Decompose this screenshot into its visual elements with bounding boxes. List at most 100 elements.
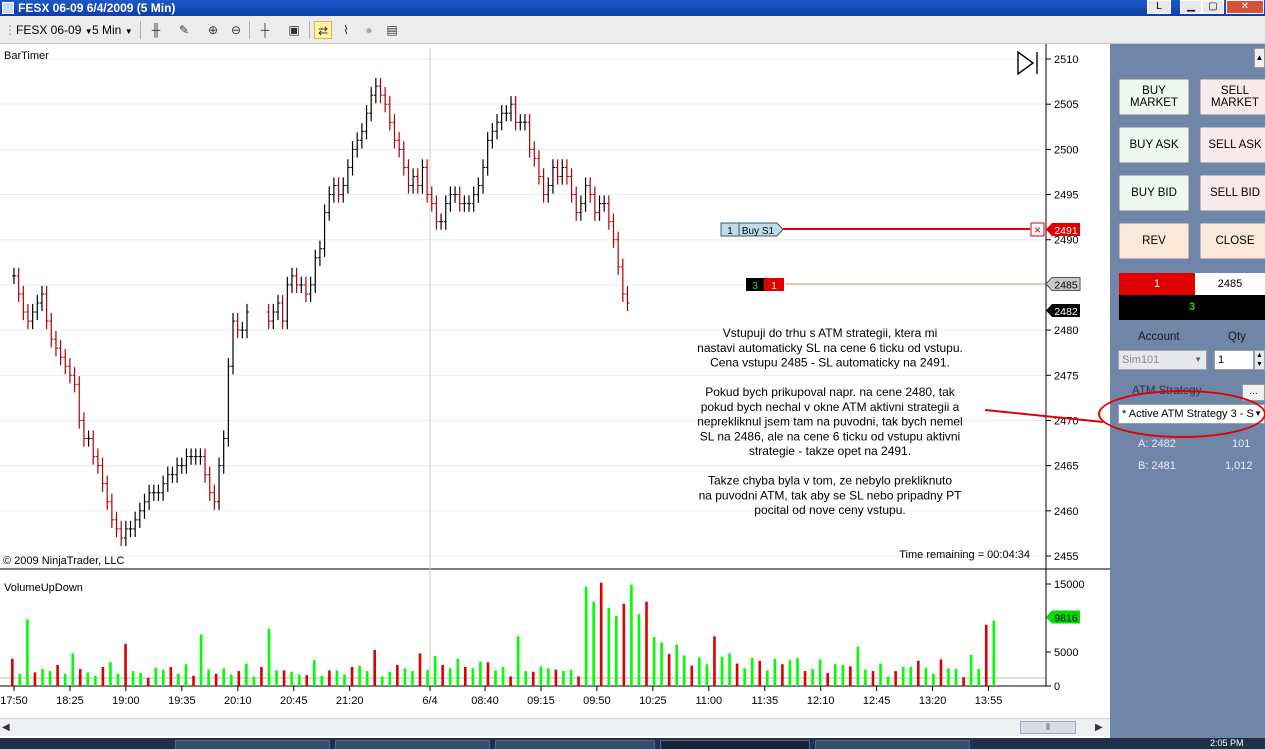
volume-bar [509,676,512,686]
sell-market-button[interactable]: SELL MARKET [1200,79,1265,115]
buy-bid-button[interactable]: BUY BID [1119,175,1189,211]
volume-bar [969,654,973,686]
taskbar-item[interactable] [495,740,655,749]
taskbar-item-active[interactable] [660,740,810,749]
account-select[interactable]: Sim101 ▼ [1118,350,1207,370]
instrument-selector[interactable]: FESX 06-09 ▼ [16,20,93,40]
volume-bar [71,653,74,686]
zoom-out-icon[interactable]: ⊖ [230,23,242,37]
draw-tool-icon[interactable]: ✎ [178,23,190,37]
horizontal-scrollbar[interactable]: ◀ ⦀ ▶ [0,718,1110,736]
data-box-icon[interactable]: ▤ [386,23,398,37]
scroll-left-icon[interactable]: ◀ [2,722,10,733]
scroll-thumb[interactable]: ⦀ [1020,721,1076,734]
price-bar [518,114,523,131]
taskbar-item[interactable] [815,740,970,749]
skip-to-end-icon[interactable] [1017,50,1038,76]
indicators-icon[interactable]: ⌇ [343,23,349,37]
price-bar [109,493,114,528]
time-tick-label: 20:45 [280,695,308,707]
price-bar [331,177,336,203]
toolbar-grip: ⋮ [4,23,16,37]
price-bar [313,249,318,294]
bid-price: B: 2481 [1138,460,1176,472]
price-bar [289,267,294,294]
volume-bar [109,662,112,686]
close-position-button[interactable]: CLOSE [1200,223,1265,259]
volume-bar [358,665,361,686]
time-tick-label: 11:35 [751,695,778,707]
price-bar [434,195,439,230]
scroll-right-icon[interactable]: ▶ [1095,722,1103,733]
sell-bid-button[interactable]: SELL BID [1200,175,1265,211]
volume-bar [297,674,301,686]
interval-selector[interactable]: 5 Min ▼ [92,20,133,40]
volume-bar [78,669,82,686]
volume-bar [577,676,580,686]
price-chart[interactable]: 2510250525002495249024852480247524702465… [0,44,1110,718]
chart-trader-icon[interactable]: ⇄ [314,21,332,39]
price-bar [189,448,194,465]
volume-bar [758,660,762,686]
qty-stepper[interactable]: ▲ ▼ [1254,350,1265,370]
price-bar [550,159,555,194]
close-window-button[interactable]: ✕ [1226,0,1264,14]
price-bar [620,258,625,303]
volume-bar [63,673,67,686]
volume-bar [984,624,988,686]
price-bar [63,349,68,375]
price-bar [221,430,226,474]
volume-bar [101,666,105,686]
cancel-order-icon[interactable]: × [1030,222,1045,237]
price-bar [317,240,322,266]
minimize-button[interactable]: ▁ [1180,0,1202,14]
volume-bar [214,673,218,686]
price-bar [91,430,96,465]
title-bar: FESX 06-09 6/4/2009 (5 Min) L ▁ ▢ ✕ [0,0,1265,16]
volume-bar [411,671,414,686]
price-bar [527,114,532,158]
zoom-in-icon[interactable]: ⊕ [207,23,219,37]
price-bar [170,466,175,483]
panel-scroll-up-icon[interactable]: ▲ [1254,48,1265,68]
last-price-badge: 2482 [1046,304,1080,318]
volume-bar [177,673,180,686]
properties-icon[interactable]: ▣ [288,23,300,37]
volume-bar [660,642,663,686]
annotation-line: Cena vstupu 2485 - SL automaticky na 249… [710,356,950,370]
price-bar [369,87,374,122]
reverse-button[interactable]: REV [1119,223,1189,259]
buy-market-button[interactable]: BUY MARKET [1119,79,1189,115]
price-tick-label: 2455 [1054,551,1078,563]
account-label: Account [1138,331,1180,343]
volume-bar [124,643,127,686]
position-marker[interactable]: 3 1 [746,278,784,292]
volume-bar [388,671,392,686]
volume-bar [698,657,701,686]
volume-bar [886,676,890,686]
strategy-icon[interactable]: ● [365,23,373,37]
price-bar [119,520,124,547]
buy-ask-button[interactable]: BUY ASK [1119,127,1189,163]
volume-bar [199,634,203,686]
link-button[interactable]: L [1147,0,1171,14]
volume-bar [494,670,497,686]
crosshair-icon[interactable]: ┼ [260,23,270,37]
annotation-line: Takze chyba byla v tom, ze nebylo prekli… [708,474,952,488]
taskbar-item[interactable] [175,740,330,749]
time-remaining-text: Time remaining = 00:04:34 [899,549,1030,561]
maximize-button[interactable]: ▢ [1202,0,1224,14]
copyright-text: © 2009 NinjaTrader, LLC [3,555,124,567]
volume-bar [365,671,369,686]
volume-tick-label: 5000 [1054,647,1078,659]
taskbar-item[interactable] [335,740,490,749]
sell-ask-button[interactable]: SELL ASK [1200,127,1265,163]
chevron-down-icon: ▼ [1194,355,1202,364]
bar-type-icon[interactable]: ╫ [151,23,161,37]
volume-bar [796,658,799,686]
annotation-line: nastavi automaticky SL na cene 6 ticku o… [697,341,963,355]
price-bar [401,141,406,176]
price-bar [133,511,138,538]
qty-input[interactable]: 1 [1214,350,1254,370]
order-label[interactable]: 1 Buy S1 [720,222,784,237]
